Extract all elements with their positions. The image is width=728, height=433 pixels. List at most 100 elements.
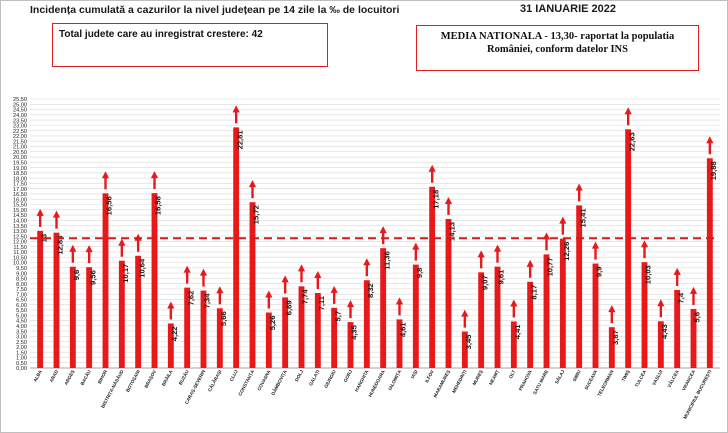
y-tick-label: 20,50 [13, 150, 27, 156]
data-label: 7,4 [676, 292, 685, 303]
category-label: SATU MARE [532, 369, 549, 395]
y-tick-label: 15,50 [13, 203, 27, 209]
category-label: CLUJ [229, 369, 239, 382]
trend-arrow-head [101, 171, 110, 179]
bar [200, 290, 207, 368]
national-average-line2: României, conform datelor INS [487, 44, 628, 55]
data-label: 4,43 [660, 324, 669, 339]
trend-arrow-head [591, 241, 600, 249]
bar [625, 129, 632, 368]
bar [282, 297, 289, 368]
bar [576, 205, 583, 368]
national-average-line1: MEDIA NATIONALA - 13,30- raportat la pop… [440, 31, 675, 42]
trend-arrow-head [657, 299, 665, 307]
data-label: 4,41 [513, 324, 522, 340]
category-label: ARGEȘ [63, 369, 76, 386]
trend-arrow-head [36, 208, 44, 216]
y-tick-label: 21,50 [13, 139, 27, 145]
bar [298, 286, 305, 368]
y-tick-label: 11,00 [13, 250, 27, 256]
trend-arrow-head [510, 299, 518, 307]
bar [527, 281, 534, 368]
data-label: 9,61 [497, 269, 506, 285]
y-tick-label: 7,00 [16, 292, 27, 298]
y-tick-label: 5,00 [16, 313, 27, 319]
bar [412, 264, 419, 368]
data-label: 17,18 [431, 190, 440, 209]
category-label: VASLUI [651, 369, 663, 386]
bar [559, 238, 566, 368]
category-label: MEHEDINȚI [451, 369, 467, 394]
bar [347, 322, 354, 368]
trend-arrow-head [85, 245, 93, 253]
category-label: BRAȘOV [144, 368, 159, 389]
trend-arrow-head [281, 275, 289, 283]
category-label: TIMIȘ [621, 369, 632, 383]
category-label: ILFOV [424, 368, 435, 383]
bar [690, 308, 697, 368]
data-label: 10,03 [644, 265, 653, 284]
data-label: 8,17 [529, 285, 538, 300]
data-label: 4,22 [170, 326, 179, 341]
y-tick-label: 4,50 [16, 319, 27, 325]
trend-arrow-head [559, 216, 567, 224]
category-label: VÂLCEA [666, 368, 680, 388]
trend-arrow-head [608, 305, 616, 313]
data-label: 10,64 [137, 258, 146, 278]
y-tick-label: 13,00 [13, 229, 27, 235]
data-label: 9,07 [480, 275, 489, 290]
trend-arrow-head [624, 107, 632, 115]
data-label: 9,9 [595, 267, 604, 278]
trend-arrow-head [526, 259, 534, 267]
data-label: 7,11 [317, 295, 326, 310]
chart-title: Incidența cumulată a cazurilor la nivel … [30, 4, 400, 16]
y-tick-label: 23,00 [13, 124, 27, 130]
y-tick-label: 25,00 [13, 102, 27, 108]
trend-arrow-head [297, 264, 306, 272]
trend-arrow-head [314, 270, 322, 278]
data-label: 4,35 [350, 324, 359, 340]
bar [233, 127, 240, 368]
y-tick-label: 18,50 [13, 171, 27, 177]
category-label: CONSTANȚA [237, 369, 255, 397]
trend-arrow-head [363, 258, 371, 266]
data-label: 9,56 [88, 270, 97, 285]
trend-arrow-head [428, 164, 436, 172]
trend-arrow-head [689, 286, 698, 294]
bar [706, 158, 713, 368]
category-label: HARGHITA [354, 369, 370, 393]
y-tick-label: 7,50 [16, 287, 27, 293]
category-label: COVASNA [256, 369, 271, 392]
y-tick-label: 10,00 [13, 261, 27, 267]
trend-arrow-head [444, 196, 453, 204]
y-tick-label: 0,00 [16, 366, 27, 372]
bar [363, 280, 370, 368]
data-label: 22,81 [235, 130, 244, 150]
y-tick-label: 4,00 [16, 324, 27, 330]
category-label: BOTOȘANI [125, 369, 142, 393]
y-tick-label: 24,00 [13, 113, 27, 119]
national-average-box: MEDIA NATIONALA - 13,30- raportat la pop… [416, 25, 699, 71]
data-label: 5,66 [219, 311, 228, 326]
data-label: 5,26 [268, 316, 277, 331]
y-tick-label: 25,50 [13, 97, 27, 103]
bar [86, 267, 93, 368]
category-label: ALBA [32, 369, 43, 383]
data-label: 22,63 [627, 132, 636, 151]
trend-arrow-head [412, 242, 420, 250]
data-label: 8,32 [366, 283, 375, 298]
bar [151, 193, 158, 368]
y-tick-label: 1,50 [16, 350, 27, 356]
trend-arrow-head [330, 285, 338, 293]
category-label: NEAMȚ [488, 369, 500, 386]
y-tick-label: 3,50 [16, 329, 27, 335]
bar [69, 266, 76, 368]
category-label: DOLJ [294, 369, 304, 383]
y-tick-label: 23,50 [13, 118, 27, 124]
category-label: OLT [508, 369, 517, 379]
data-label: 4,61 [399, 322, 408, 338]
y-tick-label: 16,50 [13, 192, 27, 198]
bar [184, 287, 191, 368]
data-label: 14,13 [448, 222, 457, 241]
data-label: 6,69 [284, 300, 293, 315]
